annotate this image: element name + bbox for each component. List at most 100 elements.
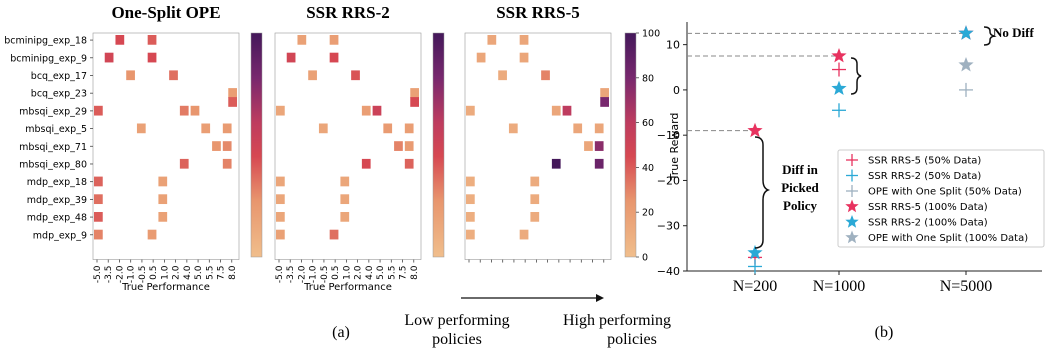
heatmap-cell <box>594 158 604 169</box>
y-tick-label: −30 <box>657 220 680 233</box>
star-point <box>958 57 974 72</box>
heatmap-cell <box>222 141 232 151</box>
heatmap-cell <box>404 158 414 169</box>
heatmap-cell <box>201 123 211 134</box>
y-axis-label: True Reward <box>668 113 681 182</box>
x-tick-label: 7.5 <box>399 266 409 280</box>
heatmap-title: One-Split OPE <box>111 3 220 22</box>
legend-entry: OPE with One Split (50% Data) <box>868 187 1022 198</box>
heatmap-cell <box>383 123 393 134</box>
heatmap-cell <box>600 88 609 98</box>
brace-middle <box>850 57 862 95</box>
star-point <box>831 80 847 95</box>
row-label: mbsqi_exp_29 <box>19 106 87 117</box>
row-label: mbsqi_exp_80 <box>19 160 87 171</box>
heatmap-cell <box>222 158 232 169</box>
y-tick-label: −20 <box>657 174 680 187</box>
x-tick-label: 8.0 <box>410 265 420 280</box>
heatmap-cell <box>562 105 572 116</box>
x-tick-label: -0.5 <box>138 266 148 284</box>
series-5 <box>958 57 974 72</box>
legend-entry: SSR RRS-5 (100% Data) <box>868 202 988 213</box>
heatmap-cell <box>329 52 339 63</box>
high-performing-label: High performing <box>563 312 671 329</box>
heatmap-cell <box>318 123 328 134</box>
heatmap-panel-0: One-Split OPE bcminipg_exp_18 bcminipg_exp… <box>4 3 240 293</box>
legend-entry: OPE with One Split (100% Data) <box>868 233 1028 244</box>
annotation-diff-in: Diff in <box>782 162 819 177</box>
heatmap-cell <box>551 105 561 116</box>
brace-diff <box>754 136 771 249</box>
x-tick-label: 4.0 <box>183 265 193 280</box>
x-tick-label: -1.0 <box>127 265 137 283</box>
heatmap-cell <box>361 105 371 116</box>
x-tick-label: 2.0 <box>172 265 182 280</box>
heatmap-cell <box>329 35 339 45</box>
heatmap-cell <box>222 123 232 134</box>
x-category-label: N=5000 <box>940 278 993 295</box>
x-axis-label: True Performance <box>303 282 392 293</box>
row-label: mdp_exp_9 <box>33 230 87 241</box>
heatmap-cell <box>519 35 529 45</box>
caption-a: (a) <box>332 324 350 341</box>
row-label: bcq_exp_23 <box>31 89 87 100</box>
heatmap-cell <box>361 158 371 169</box>
x-axis-label: True Performance <box>121 282 210 293</box>
heatmap-cell <box>466 176 475 187</box>
heatmap-cell <box>94 105 103 116</box>
x-tick-label: -0.5 <box>320 266 330 284</box>
heatmap-cell <box>276 212 285 222</box>
series-4 <box>747 25 974 260</box>
heatmap-panel-2: SSR RRS-5 <box>464 3 612 263</box>
x-tick-label: -3.5 <box>104 266 114 284</box>
heatmap-title: SSR RRS-5 <box>496 3 580 22</box>
x-tick-label: 8.0 <box>228 265 238 280</box>
heatmap-cell <box>466 229 475 240</box>
brace-no-diff <box>983 26 995 46</box>
colorbar-1 <box>250 32 263 258</box>
heatmap-frame <box>274 32 422 260</box>
heatmap-cell <box>147 52 157 63</box>
heatmap-cell <box>351 70 360 81</box>
x-tick-label: -2.0 <box>115 265 125 283</box>
x-tick-label: 5.5 <box>387 266 397 280</box>
legend-box <box>837 149 1045 248</box>
x-tick-label: 4.0 <box>365 265 375 280</box>
heatmap-cell <box>340 212 350 222</box>
heatmap-cell <box>487 35 497 45</box>
heatmap-cell <box>297 35 307 45</box>
row-label: bcminipg_exp_18 <box>4 36 87 47</box>
heatmap-cell <box>158 212 168 222</box>
heatmap-cell <box>404 141 414 151</box>
heatmap-cell <box>308 70 317 81</box>
heatmap-cell <box>147 229 157 240</box>
heatmap-cell <box>136 123 146 134</box>
x-tick-label: -5.0 <box>275 265 285 283</box>
heatmap-cell <box>94 212 103 222</box>
heatmap-cell <box>573 123 583 134</box>
x-tick-label: 1.0 <box>160 265 170 280</box>
row-label: mdp_exp_48 <box>27 213 87 224</box>
high-performing-label-line2: policies <box>607 331 657 348</box>
y-tick-label: −10 <box>657 129 680 142</box>
heatmap-cell <box>530 212 540 222</box>
x-tick-label: 2.0 <box>354 265 364 280</box>
heatmap-cell <box>340 176 350 187</box>
heatmap-cell <box>519 229 529 240</box>
heatmap-cell <box>190 105 200 116</box>
star-point <box>747 244 763 260</box>
row-label: mdp_exp_18 <box>27 177 87 188</box>
annotation-picked: Picked <box>781 180 819 195</box>
x-category-label: N=200 <box>733 278 778 295</box>
x-tick-label: 5.0 <box>194 265 204 280</box>
colorbar-3 <box>624 32 637 258</box>
colorbar-tick-label: 100 <box>642 29 660 40</box>
heatmap-cell <box>94 229 103 240</box>
heatmap-cell <box>394 141 403 151</box>
heatmap-cell <box>410 97 419 107</box>
colorbar-tick-label: 40 <box>642 163 654 174</box>
heatmap-cell <box>276 105 285 116</box>
heatmap-cell <box>519 52 529 63</box>
row-label: bcminipg_exp_9 <box>10 53 87 64</box>
